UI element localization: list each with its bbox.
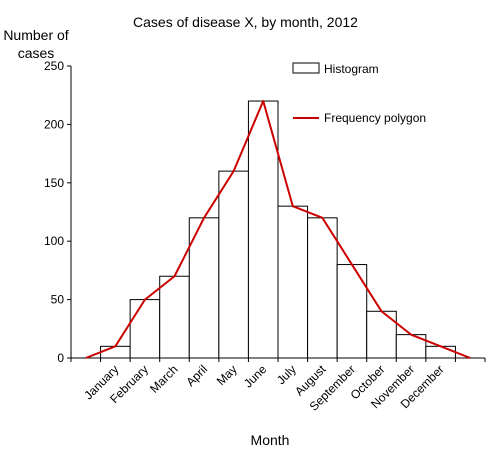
x-tick-label: July bbox=[274, 362, 299, 387]
legend-histogram-label: Histogram bbox=[324, 62, 379, 76]
axes bbox=[67, 65, 486, 362]
histogram-bar-june bbox=[247, 100, 279, 359]
y-tick-label: 50 bbox=[51, 293, 65, 307]
legend-histogram-swatch bbox=[292, 62, 320, 74]
histogram-bars bbox=[100, 100, 456, 359]
histogram-bar-september bbox=[336, 264, 368, 359]
histogram-bar-january bbox=[100, 345, 131, 359]
frequency-polygon bbox=[85, 100, 471, 359]
y-axis-label-line-1: Number of bbox=[3, 27, 69, 43]
histogram-bar-december bbox=[425, 345, 456, 359]
y-tick-label: 250 bbox=[44, 59, 64, 73]
x-axis-label: Month bbox=[250, 432, 290, 448]
y-axis-label: Number of cases bbox=[0, 26, 72, 62]
chart-title: Cases of disease X, by month, 2012 bbox=[133, 14, 358, 30]
histogram-bar-may bbox=[218, 170, 249, 359]
y-axis-label-line-2: cases bbox=[17, 45, 55, 61]
legend-frequency-polygon-label: Frequency polygon bbox=[324, 111, 426, 125]
x-tick-label: June bbox=[241, 362, 270, 391]
legend: Histogram Frequency polygon bbox=[292, 62, 426, 125]
x-tick-label: May bbox=[214, 362, 240, 388]
histogram-bar-february bbox=[129, 299, 161, 359]
x-tick-label: March bbox=[147, 362, 180, 395]
histogram-bar-july bbox=[277, 205, 309, 359]
frequency-polygon-line bbox=[85, 100, 471, 359]
y-tick-label: 200 bbox=[44, 117, 64, 131]
histogram-bar-march bbox=[159, 275, 190, 359]
histogram-bar-august bbox=[307, 217, 338, 359]
y-tick-label: 100 bbox=[44, 234, 64, 248]
y-tick-label: 150 bbox=[44, 176, 64, 190]
x-tick-label: April bbox=[183, 362, 210, 389]
y-tick-label: 0 bbox=[57, 351, 64, 365]
